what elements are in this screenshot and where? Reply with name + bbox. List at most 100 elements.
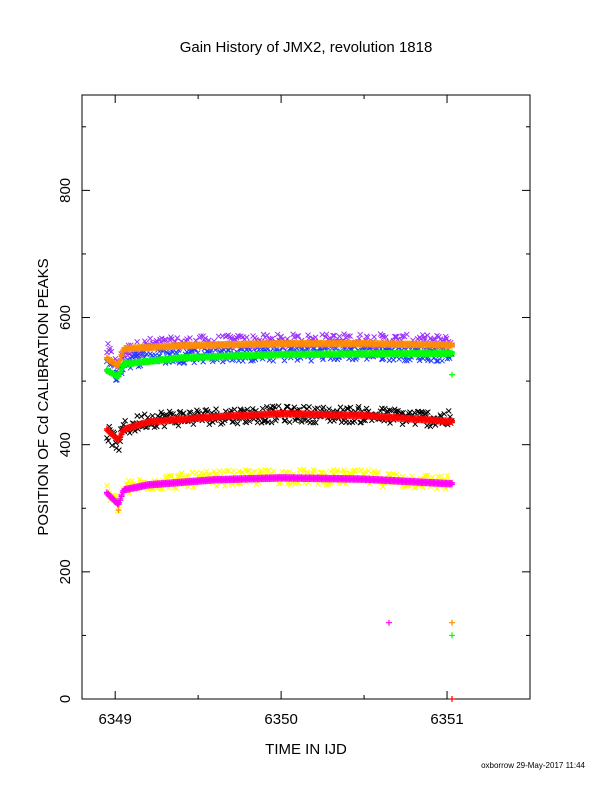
data-point (279, 468, 285, 475)
data-point (161, 423, 168, 430)
data-point (118, 493, 125, 500)
data-point (300, 403, 307, 410)
data-point (425, 409, 431, 415)
data-point (275, 403, 282, 409)
data-point (375, 468, 382, 475)
data-point (115, 507, 122, 514)
data-point (187, 335, 193, 341)
data-point (283, 403, 290, 410)
data-point (310, 419, 317, 426)
data-point (108, 348, 115, 355)
data-point (396, 356, 402, 362)
y-tick-label: 400 (57, 432, 74, 457)
data-point (116, 447, 122, 454)
data-point (243, 419, 250, 426)
data-point (190, 421, 197, 428)
data-point (449, 371, 456, 378)
data-point (449, 696, 456, 702)
series-yellow (104, 466, 455, 514)
data-point (262, 417, 269, 424)
data-point (244, 406, 251, 413)
data-point (449, 619, 456, 626)
data-point (243, 334, 250, 341)
data-point (298, 418, 305, 425)
data-point (407, 356, 413, 363)
data-point (444, 472, 451, 479)
y-tick-label: 200 (57, 559, 74, 584)
data-point (216, 468, 223, 474)
data-point (433, 358, 440, 364)
data-point (445, 408, 452, 414)
data-point (115, 373, 122, 380)
data-point (380, 334, 387, 341)
data-point (345, 333, 351, 339)
data-point (423, 409, 430, 416)
data-point (117, 370, 124, 377)
data-point (278, 333, 285, 340)
data-point (214, 483, 220, 489)
data-point (441, 411, 448, 417)
data-point (355, 403, 362, 410)
x-tick-label: 6350 (264, 711, 297, 728)
data-point (202, 335, 209, 342)
data-point (449, 632, 456, 639)
data-points (103, 331, 456, 702)
data-point (250, 469, 257, 476)
data-point (331, 332, 338, 339)
data-point (115, 437, 122, 444)
data-point (311, 468, 318, 475)
data-point (294, 333, 300, 340)
data-point (118, 366, 125, 373)
data-point (438, 473, 445, 480)
data-point (107, 345, 113, 352)
chart-title: Gain History of JMX2, revolution 1818 (180, 39, 433, 56)
data-point (138, 413, 145, 420)
data-point (195, 408, 201, 415)
data-point (416, 357, 423, 364)
data-point (342, 470, 348, 476)
data-point (427, 423, 434, 430)
x-axis-label: TIME IN IJD (265, 741, 347, 758)
data-point (213, 406, 219, 412)
plot-frame (81, 94, 531, 700)
data-point (258, 469, 265, 476)
data-point (358, 467, 364, 473)
data-point (383, 334, 389, 340)
y-axis-label: POSITION OF Cd CALIBRATION PEAKS (35, 258, 52, 535)
data-point (249, 405, 256, 412)
data-point (104, 435, 110, 441)
data-point (187, 409, 194, 416)
data-point (323, 331, 330, 338)
data-point (439, 357, 445, 364)
data-point (286, 419, 293, 425)
data-point (117, 497, 124, 504)
data-point (224, 468, 230, 474)
data-point (193, 470, 200, 476)
data-point (449, 350, 456, 357)
data-point (228, 407, 234, 414)
data-point (134, 352, 141, 359)
data-point (364, 334, 371, 341)
data-point (401, 357, 408, 364)
data-point (226, 468, 232, 474)
data-point (270, 468, 277, 474)
data-point (379, 483, 386, 490)
data-point (118, 353, 125, 360)
data-point (109, 442, 115, 449)
data-point (386, 407, 393, 414)
data-point (115, 359, 122, 366)
data-point (355, 405, 361, 412)
data-point (357, 331, 364, 338)
data-point (118, 431, 125, 438)
data-point (295, 333, 302, 339)
data-point (294, 357, 301, 363)
data-point (251, 468, 258, 475)
data-point (347, 333, 353, 339)
data-point (334, 467, 341, 474)
data-point (422, 473, 429, 479)
series-black (104, 403, 455, 454)
data-point (322, 469, 329, 476)
data-point (347, 404, 354, 411)
